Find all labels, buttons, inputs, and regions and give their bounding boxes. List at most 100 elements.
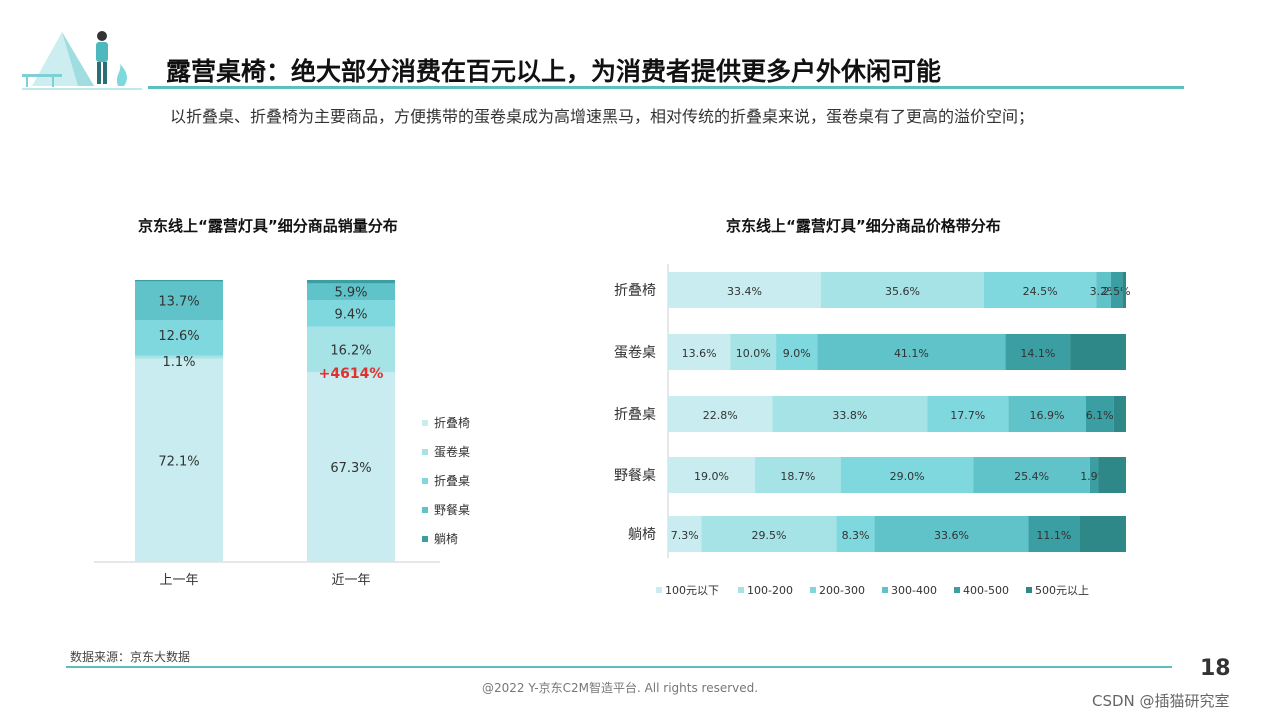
price-band-chart: 折叠椅 33.4% 35.6% 24.5% 3.2%2.5% 蛋卷桌 13.6% 10.0% 9… [614,264,1131,597]
bar-0-2 [135,320,223,356]
bar-2-3 [1008,396,1086,432]
legend-swatch-3 [422,507,428,513]
data-label-0-2: 24.5% [1023,285,1058,298]
bar-1-4 [307,280,395,284]
data-label-3-3: 25.4% [1014,470,1049,483]
camping-logo-illustration [22,31,142,90]
bar-4-1 [701,516,837,552]
legend-label-1: 蛋卷桌 [434,444,470,459]
page-title: 露营桌椅：绝大部分消费在百元以上，为消费者提供更多户外休闲可能 [166,57,942,86]
bar-0-2 [984,272,1097,308]
data-label-1-2: 9.0% [783,347,811,360]
legend-swatch-4 [422,536,428,542]
legend-label-2: 折叠桌 [434,473,470,488]
growth-annotation: +4614% [319,366,384,382]
legend-swatch-0 [422,420,428,426]
data-label-4-4: 11.1% [1036,529,1071,542]
data-label-1-0: 13.6% [682,347,717,360]
bar-3-5 [1098,457,1126,493]
legend-swatch-0 [656,587,662,593]
bar-3-0 [668,457,756,493]
bar-3-2 [840,457,974,493]
bar-4-2 [836,516,875,552]
legend-label-0: 折叠椅 [434,415,470,430]
bar-4-5 [1079,516,1126,552]
bar-1-2 [776,334,818,370]
bar-4-4 [1028,516,1080,552]
bar-3-4 [1089,457,1099,493]
copyright-text: @2022 Y-京东C2M智造平台. All rights reserved. [482,681,759,695]
data-label-2-0: 22.8% [703,409,738,422]
data-label-0-3: 13.7% [158,295,199,310]
legend-swatch-4 [954,587,960,593]
data-label-0-2: 12.6% [158,329,199,344]
legend-label-5: 500元以上 [1035,584,1089,597]
bar-0-0 [135,358,223,562]
legend-swatch-2 [422,478,428,484]
bar-2-5 [1113,396,1126,432]
legend-swatch-2 [810,587,816,593]
y-tick-label-1: 蛋卷桌 [614,345,656,361]
footer-line [66,666,1172,668]
y-tick-label-0: 折叠椅 [614,283,656,299]
bar-1-4 [1005,334,1071,370]
bar-3-3 [973,457,1090,493]
data-label-2-3: 16.9% [1030,409,1065,422]
bar-1-0 [307,372,395,562]
bar-0-0 [668,272,821,308]
data-label-1-3: 5.9% [334,286,367,301]
data-label-0-0: 33.4% [727,285,762,298]
legend-swatch-3 [882,587,888,593]
y-tick-label-4: 躺椅 [628,527,656,543]
bar-0-3 [135,281,223,321]
data-label-1-0: 67.3% [330,461,371,476]
bar-1-3 [307,283,395,301]
data-source-note: 数据来源：京东大数据 [70,650,191,664]
legend-label-2: 200-300 [819,584,865,597]
data-label-2-1: 33.8% [832,409,867,422]
data-label-1-1: 16.2% [330,343,371,358]
page-subtitle: 以折叠桌、折叠椅为主要商品，方便携带的蛋卷桌成为高增速黑马，相对传统的折叠桌来说… [170,107,1035,126]
title-underline [148,86,1184,89]
data-label-0-1: 35.6% [885,285,920,298]
data-label-4-1: 29.5% [752,529,787,542]
legend-swatch-1 [738,587,744,593]
data-label-3-1: 18.7% [780,470,815,483]
data-label-2-4: 6.1% [1086,409,1114,422]
legend-label-0: 100元以下 [665,584,719,597]
bar-4-0 [668,516,702,552]
bar-2-0 [668,396,773,432]
data-label-1-1: 10.0% [736,347,771,360]
bar-0-4 [1110,272,1123,308]
bar-0-4 [135,280,223,282]
bar-0-5 [1122,272,1126,308]
x-tick-label-0: 上一年 [159,573,198,588]
bar-1-1 [730,334,777,370]
left-chart-title: 京东线上“露营灯具”细分商品销量分布 [138,217,398,235]
data-label-0-4: 2.5% [1103,285,1131,298]
bar-1-3 [817,334,1006,370]
data-label-0-3: 3.2% [1090,285,1118,298]
legend-label-1: 100-200 [747,584,793,597]
data-label-3-2: 29.0% [890,470,925,483]
data-label-1-4: 14.1% [1020,347,1055,360]
legend-label-4: 400-500 [963,584,1009,597]
y-tick-label-2: 折叠桌 [614,407,656,423]
bar-1-0 [668,334,731,370]
data-label-4-3: 33.6% [934,529,969,542]
y-tick-label-3: 野餐桌 [614,468,656,484]
bar-4-3 [874,516,1029,552]
data-label-4-0: 7.3% [671,529,699,542]
bar-1-2 [307,300,395,327]
right-chart-title: 京东线上“露营灯具”细分商品价格带分布 [726,217,1001,235]
bar-2-4 [1085,396,1114,432]
bar-3-1 [755,457,841,493]
bar-0-1 [135,355,223,359]
legend-swatch-1 [422,449,428,455]
bar-0-3 [1096,272,1111,308]
bar-0-1 [820,272,985,308]
legend-label-3: 野餐桌 [434,502,470,517]
data-label-1-2: 9.4% [334,307,367,322]
data-label-4-2: 8.3% [842,529,870,542]
page-number: 18 [1200,656,1231,681]
